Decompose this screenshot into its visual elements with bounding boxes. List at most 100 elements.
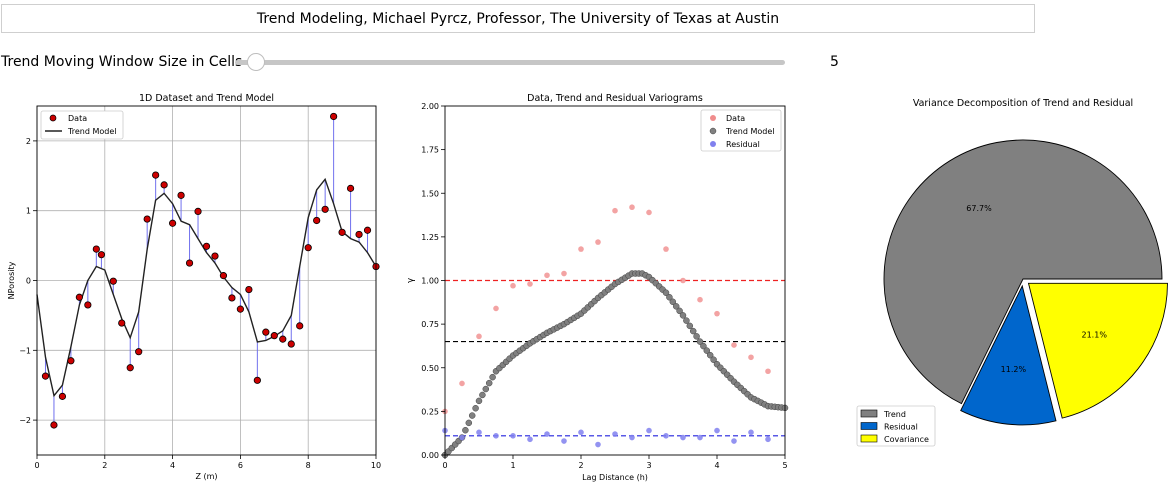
chart-2-xlabel: Lag Distance (h): [582, 473, 648, 482]
chart-1-ylabel: NPorosity: [7, 261, 16, 299]
chart-2-trend-point: [689, 327, 697, 335]
chart-2: 0 1 2 3 4 5 0.00 0.25 0.50 0.75 1.00 1.25 1.50 1.75 2.…: [406, 93, 789, 482]
chart-2-trend-point: [710, 356, 717, 363]
chart-2-data-point: [493, 305, 499, 312]
chart-1-data-point: [228, 294, 236, 302]
chart-2-data-point: [578, 246, 584, 252]
chart-1-data-point: [84, 301, 92, 309]
chart-2-trend-point: [693, 333, 700, 340]
chart-2-data-point: [663, 246, 669, 252]
chart-2-trend-point: [472, 404, 479, 412]
chart-3-legend-swatch: [860, 422, 878, 430]
chart-2-tick-label-y: 1.00: [421, 277, 439, 286]
chart-2-tick-label-x: 2: [578, 461, 583, 470]
chart-1-data-point: [338, 228, 346, 236]
chart-2-legend-box: [700, 109, 782, 152]
chart-1-data-point: [355, 230, 363, 239]
chart-2-tick-label-x: 3: [646, 461, 651, 470]
chart-3-slice-residual: [960, 284, 1057, 426]
window-size-slider-thumb[interactable]: [247, 53, 265, 71]
chart-2-trend-point: [669, 298, 677, 306]
chart-2-residual-point: [612, 431, 618, 437]
chart-1-data-point: [152, 171, 160, 179]
chart-2-data-point: [697, 296, 703, 303]
chart-1-data-point: [67, 357, 75, 365]
chart-2-tick-label-x: 4: [714, 461, 719, 470]
chart-2-data-point: [731, 342, 737, 348]
chart-1-data-point: [346, 184, 355, 192]
chart-1-legend-label-trend: Trend Model: [67, 127, 116, 136]
chart-2-legend-label: Residual: [726, 140, 760, 149]
chart-2-tick-label-y: 1.50: [421, 189, 439, 198]
chart-2-residual-point: [561, 438, 567, 444]
chart-2-data-point: [714, 310, 720, 317]
chart-2-ylabel: γ: [406, 277, 416, 283]
chart-2-data-point: [595, 239, 601, 245]
chart-1-tick-label-y: 1: [26, 207, 31, 216]
chart-2-data-point: [646, 209, 652, 216]
chart-2-residual-point: [731, 438, 737, 444]
chart-1-data-point: [75, 293, 83, 301]
chart-3-slice-label: 11.2%: [1001, 365, 1027, 374]
chart-2-data-point: [476, 333, 482, 340]
chart-1-legend: Data Trend Model: [40, 110, 124, 140]
chart-2-residual-point: [510, 433, 516, 439]
chart-2-title: Data, Trend and Residual Variograms: [527, 93, 703, 104]
chart-2-tick-label-y: 1.25: [421, 233, 439, 242]
chart-1-data-point: [262, 328, 270, 336]
chart-2-trend-point: [662, 289, 670, 296]
chart-2-legend-marker: [710, 115, 716, 121]
chart-2-residual-point: [629, 434, 635, 441]
chart-2-tick-label-y: 2.00: [421, 102, 439, 111]
chart-1-legend-label-data: Data: [68, 114, 87, 123]
chart-1-tick-label-y: 0: [26, 277, 31, 286]
chart-2-trend-point: [482, 385, 490, 393]
chart-1-data-point: [169, 219, 177, 227]
chart-1-trend-line: [36, 177, 377, 398]
chart-2-trend-point: [700, 342, 707, 350]
chart-2-residual-point: [578, 429, 584, 436]
chart-2-residual-point: [748, 429, 754, 436]
chart-2-residual-point: [459, 434, 465, 441]
chart-1-data-point: [313, 216, 321, 225]
chart-1-data-point: [202, 242, 211, 250]
chart-2-residual-point: [680, 434, 686, 441]
chart-2-trend-point: [672, 303, 680, 310]
chart-2-data-point: [510, 282, 516, 289]
chart-2-residual-point: [765, 436, 771, 443]
chart-3-slice-label: 21.1%: [1082, 331, 1108, 340]
chart-2-trend-point: [683, 317, 690, 324]
chart-3-legend-label: Residual: [884, 423, 918, 432]
chart-1-data-point: [270, 332, 278, 340]
page-title: Trend Modeling, Michael Pyrcz, Professor…: [256, 10, 780, 27]
chart-2-residual-point: [544, 431, 550, 437]
chart-1: 0 2 4 6 8 10 −2 −1 0 1 2 1D Dataset and Trend Model…: [7, 93, 381, 481]
chart-1-data-point: [143, 215, 151, 223]
slider-value: 5: [830, 54, 839, 70]
chart-3-legend-swatch: [860, 409, 878, 418]
chart-1-tick-label-x: 10: [371, 461, 381, 470]
chart-1-data-point: [304, 244, 312, 252]
chart-2-trend-point: [706, 351, 714, 359]
chart-2-data-point: [544, 272, 550, 279]
chart-2-trend-point: [696, 338, 704, 345]
chart-1-data-point: [135, 348, 143, 356]
chart-3: Variance Decomposition of Trend and Resi…: [856, 98, 1168, 447]
chart-2-legend: Data Trend Model Residual: [700, 109, 782, 152]
chart-2-tick-label-x: 1: [510, 461, 515, 470]
chart-1-data-point: [253, 376, 261, 384]
chart-1-tick-label-y: −2: [19, 416, 31, 425]
chart-1-tick-label-x: 8: [306, 461, 311, 470]
chart-2-tick-label-y: 0.00: [421, 451, 439, 460]
chart-2-legend-label: Trend Model: [725, 127, 774, 136]
chart-3-legend: Trend Residual Covariance: [856, 405, 936, 447]
chart-2-tick-label-y: 0.50: [421, 364, 439, 373]
chart-1-data-point: [177, 191, 185, 199]
chart-1-data-point: [118, 319, 126, 327]
chart-2-tick-label-y: 0.75: [421, 320, 439, 329]
chart-2-data-point: [612, 207, 618, 214]
chart-2-trend-point: [703, 347, 711, 354]
chart-2-residual-point: [476, 429, 482, 436]
window-size-slider-track[interactable]: [235, 60, 785, 65]
